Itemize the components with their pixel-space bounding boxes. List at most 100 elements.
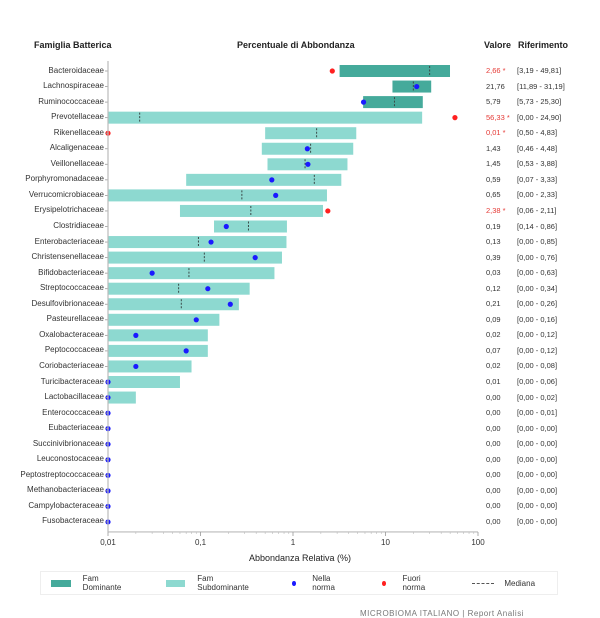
reference-cell: [0,46 - 4,48] [517,143,558,153]
range-bar [108,344,208,357]
x-tick-label: 10 [381,538,390,547]
family-label: Porphyromonadaceae [25,174,104,184]
value-cell: 0,21 [486,299,501,309]
value-cell: 0,00 [486,423,501,433]
out-of-norm-point [329,68,335,74]
family-label: Streptococcaceae [39,283,104,293]
header-family: Famiglia Batterica [34,40,112,50]
value-cell: 0,00 [486,454,501,464]
legend-median-label: Mediana [504,578,536,588]
reference-cell: [0,00 - 0,16] [517,314,558,324]
reference-cell: [0,00 - 0,00] [517,516,558,526]
family-label: Peptostreptococcaceae [20,469,104,479]
value-cell: 0,19 [486,221,501,231]
value-cell: 0,65 [486,190,501,200]
reference-cell: [0,00 - 0,00] [517,485,558,495]
family-label: Bacteroidaceae [48,65,104,75]
legend: Fam Dominante Fam Subdominante Nella nor… [40,571,558,595]
value-cell: 0,00 [486,439,501,449]
value-cell: 1,45 [486,159,501,169]
family-label: Lachnospiraceae [43,81,104,91]
value-cell: 56,33 * [486,112,510,122]
range-bar [108,111,423,124]
value-cell: 0,07 [486,345,501,355]
value-cell: 21,76 [486,81,505,91]
reference-cell: [0,00 - 0,00] [517,423,558,433]
value-cell: 0,39 [486,252,501,262]
family-label: Desulfovibrionaceae [31,298,105,308]
in-norm-point [414,83,420,90]
family-label: Prevotellaceae [51,112,104,122]
reference-cell: [0,00 - 0,85] [517,237,558,247]
value-cell: 0,09 [486,314,501,324]
value-cell: 2,38 * [486,205,506,215]
reference-cell: [0,14 - 0,86] [517,221,558,231]
reference-cell: [0,00 - 0,00] [517,439,558,449]
in-norm-point [208,239,214,245]
in-norm-point [183,348,189,354]
range-bar [108,376,180,388]
value-cell: 0,00 [486,408,501,418]
range-bar [214,220,287,233]
range-bar [339,65,451,77]
legend-subdominant-label: Fam Subdominante [197,574,249,592]
value-cell: 0,12 [486,283,501,293]
header-value: Valore [484,40,512,50]
reference-cell: [11,89 - 31,19] [517,81,565,91]
reference-cell: [0,00 - 2,33] [517,190,558,200]
reference-cell: [0,00 - 0,63] [517,268,558,278]
header-reference: Riferimento [518,40,569,50]
value-cell: 0,00 [486,470,501,480]
reference-cell: [5,73 - 25,30] [517,97,562,107]
range-bar [265,127,357,140]
in-norm-point [227,301,233,307]
reference-cell: [0,00 - 0,08] [517,361,558,371]
in-norm-point [205,286,211,292]
dashed-line-icon [472,582,495,584]
range-bar [108,313,220,326]
legend-in-norm-label: Nella norma [312,574,335,592]
reference-cell: [0,53 - 3,88] [517,159,558,169]
legend-dominant: Fam Dominante [51,574,134,592]
value-cell: 0,02 [486,330,501,340]
in-norm-point [133,363,139,370]
value-cell: 0,00 [486,485,501,495]
range-bar [108,267,275,280]
value-cell: 0,03 [486,268,501,278]
reference-cell: [0,07 - 3,33] [517,174,558,184]
range-bar [108,189,327,202]
family-label: Turicibacteraceae [40,376,104,386]
value-cell: 5,79 [486,97,501,107]
range-bar [363,96,423,109]
header-percent: Percentuale di Abbondanza [237,40,355,50]
value-cell: 0,00 [486,516,501,526]
family-label: Methanobacteriaceae [27,485,104,495]
dominant-swatch [51,579,71,587]
value-cell: 0,13 [486,237,501,247]
range-bar [108,360,192,373]
reference-cell: [0,00 - 0,26] [517,299,558,309]
out-of-norm-point [452,115,458,121]
value-cell: 0,59 [486,174,501,184]
in-norm-point [304,146,310,152]
range-bar [108,298,239,311]
x-tick-label: 0,1 [195,538,207,547]
family-label: Veillonellaceae [50,158,104,168]
legend-in-norm: Nella norma [291,574,350,592]
in-norm-point [273,192,279,198]
family-label: Peptococcaceae [44,345,104,355]
in-norm-point [252,255,258,261]
family-label: Bifidobacteriaceae [38,267,104,277]
family-label: Alcaligenaceae [49,143,104,153]
in-norm-point [193,317,199,323]
in-norm-point [305,161,311,167]
family-label: Ruminococcaceae [38,96,104,106]
family-label: Erysipelotrichaceae [34,205,104,215]
range-bar [108,329,208,342]
in-norm-point [133,332,139,338]
value-cell: 2,66 * [486,66,506,75]
reference-cell: [0,00 - 0,06] [517,377,558,386]
in-norm-point [360,99,367,105]
in-norm-point [149,270,155,276]
